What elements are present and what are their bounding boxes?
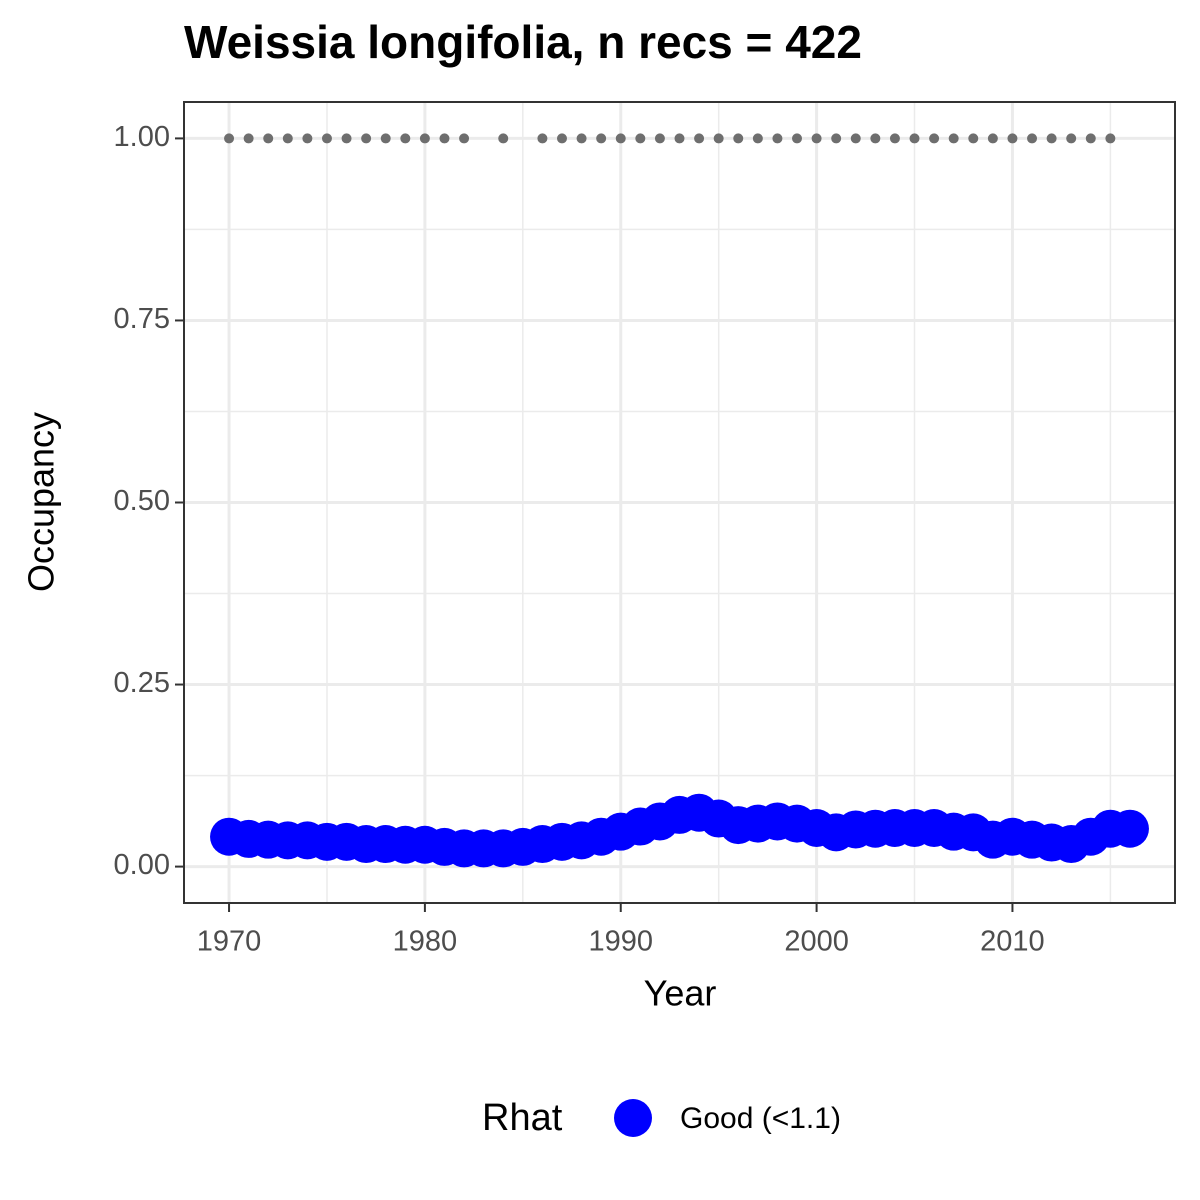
observation-point [968,133,979,144]
y-tick-label: 0.00 [114,849,170,881]
observation-point [302,133,313,144]
observation-point [772,133,783,144]
panel-border [183,101,1176,904]
legend-title: Rhat [482,1097,563,1139]
observation-point [654,133,665,144]
observation-point [341,133,352,144]
observation-point [929,133,940,144]
chart-title: Weissia longifolia, n recs = 422 [184,16,862,68]
observation-point [380,133,391,144]
observation-point [948,133,959,144]
observation-point [909,133,920,144]
observation-point [419,133,430,144]
observation-point [850,133,861,144]
observation-point [459,133,470,144]
observation-point [498,133,509,144]
observation-point [889,133,900,144]
x-tick-label: 1980 [393,926,458,958]
observation-point [439,133,450,144]
y-tick-label: 0.50 [114,485,170,517]
observation-point [713,133,724,144]
observation-point [615,133,626,144]
x-tick-label: 1970 [197,926,262,958]
legend-key [614,1099,652,1137]
observation-point [576,133,587,144]
x-axis-label: Year [644,973,717,1014]
y-tick-label: 0.75 [114,303,170,335]
observation-point [263,133,274,144]
observation-point [400,133,411,144]
observation-point [556,133,567,144]
observation-point [870,133,881,144]
observation-point [537,133,548,144]
observation-point [733,133,744,144]
observation-point [1007,133,1018,144]
observation-point [987,133,998,144]
legend-label: Good (<1.1) [680,1102,841,1135]
observation-point [1027,133,1038,144]
observation-point [811,133,822,144]
y-tick-label: 1.00 [114,121,170,153]
observation-point [635,133,646,144]
observation-point [282,133,293,144]
observation-point [1085,133,1096,144]
observation-point [1046,133,1057,144]
x-tick-label: 2010 [980,926,1045,958]
observation-point [1105,133,1116,144]
x-tick-label: 2000 [784,926,849,958]
observation-point [694,133,705,144]
y-axis-label: Occupancy [21,412,62,592]
observation-point [243,133,254,144]
observation-point [224,133,235,144]
observation-point [596,133,607,144]
observation-point [752,133,763,144]
observation-point [831,133,842,144]
point [1110,809,1149,848]
observation-point [674,133,685,144]
observation-point [1066,133,1077,144]
x-tick-label: 1990 [588,926,653,958]
y-tick-label: 0.25 [114,667,170,699]
observation-point [321,133,332,144]
observation-point [361,133,372,144]
observation-point [792,133,803,144]
